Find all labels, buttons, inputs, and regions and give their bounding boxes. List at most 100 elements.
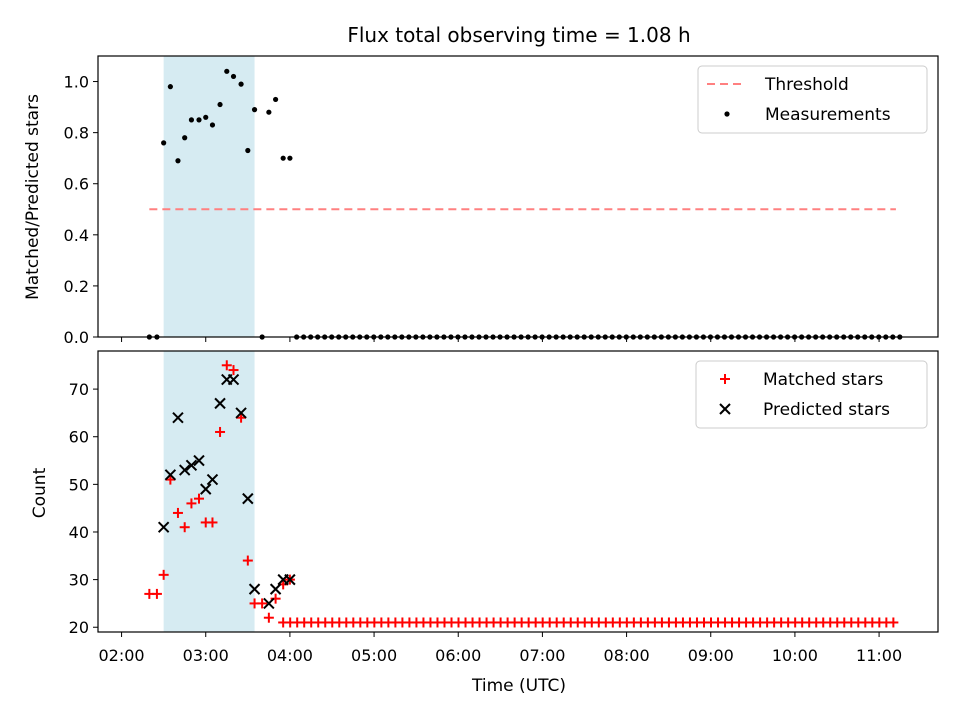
predicted-star-marker — [248, 583, 261, 595]
x-marker-b — [214, 397, 226, 410]
top-y-axis-label: Matched/Predicted stars — [23, 94, 43, 300]
matched-star-marker — [215, 426, 226, 437]
matched-star-marker — [207, 517, 218, 528]
measurement-point — [196, 117, 202, 123]
x-marker-b — [719, 403, 731, 415]
bottom-legend: Matched stars Predicted stars — [695, 360, 928, 429]
legend-measurements-swatch — [724, 111, 730, 117]
x-tick-label: 10:00 — [772, 646, 818, 665]
y-tick-label: 1.0 — [64, 73, 89, 92]
predicted-star-marker — [200, 483, 212, 495]
matched-star-marker — [158, 569, 169, 580]
measurement-point — [266, 109, 272, 115]
measurement-point — [203, 114, 209, 120]
predicted-star-marker — [164, 469, 177, 481]
measurement-point — [224, 68, 230, 74]
matched-star-marker — [221, 360, 232, 371]
x-marker-b — [248, 583, 261, 595]
predicted-star-marker — [172, 411, 184, 424]
predicted-star-marker — [263, 597, 275, 610]
x-marker-b — [172, 411, 184, 424]
predicted-star-marker — [206, 473, 219, 486]
x-tick-label: 06:00 — [435, 646, 481, 665]
legend-matched-swatch — [720, 374, 730, 384]
matched-star-marker — [194, 493, 205, 504]
legend-measurements-label: Measurements — [765, 105, 891, 125]
matched-star-marker — [257, 598, 268, 609]
y-tick-label: 0.0 — [64, 328, 89, 347]
x-marker-b — [193, 454, 205, 467]
chart-title: Flux total observing time = 1.08 h — [347, 23, 690, 47]
matched-star-marker — [165, 474, 176, 485]
matched-star-marker — [186, 498, 197, 509]
y-tick-label: 60 — [69, 428, 89, 447]
y-tick-label: 30 — [69, 571, 89, 590]
matched-star-marker — [242, 555, 253, 566]
top-plot-frame — [97, 55, 939, 338]
x-marker-b — [269, 583, 282, 595]
y-tick-label: 50 — [69, 475, 89, 494]
x-axis-label: Time (UTC) — [471, 676, 566, 696]
bottom-panel: 20 30 40 50 60 70 02:00 03:00 04:00 05:00 06:00 07:… — [69, 350, 939, 665]
y-tick-label: 0.4 — [64, 226, 89, 245]
measurement-point — [175, 158, 181, 164]
measurement-point — [245, 147, 251, 154]
x-marker-b — [227, 373, 240, 386]
predicted-star-marker — [214, 397, 226, 410]
measurement-point — [182, 135, 188, 141]
y-tick-label: 0.2 — [64, 277, 89, 296]
y-tick-label: 40 — [69, 523, 89, 542]
x-marker-b — [157, 521, 170, 533]
predicted-star-marker — [193, 454, 205, 467]
x-tick-label: 09:00 — [688, 646, 734, 665]
measurement-point — [272, 96, 279, 103]
x-marker-b — [185, 459, 198, 472]
legend-predicted-label: Predicted stars — [763, 400, 890, 420]
bottom-y-axis-label: Count — [30, 467, 50, 518]
top-legend: Threshold Measurements — [697, 65, 928, 134]
observing-interval-shade — [163, 56, 255, 337]
x-marker-b — [284, 573, 296, 586]
predicted-star-marker — [284, 573, 296, 586]
x-tick-label: 03:00 — [183, 646, 229, 665]
y-tick-label: 20 — [69, 618, 89, 637]
x-marker-b — [200, 483, 212, 495]
legend-predicted-swatch — [719, 403, 731, 415]
legend-matched-label: Matched stars — [763, 370, 883, 390]
x-marker-b — [206, 473, 219, 486]
predicted-star-marker — [235, 407, 247, 419]
predicted-star-marker — [185, 459, 198, 472]
matched-star-marker — [263, 612, 274, 623]
y-tick-label: 70 — [69, 380, 89, 399]
measurement-point — [238, 81, 244, 87]
x-marker-b — [178, 464, 191, 476]
bottom-plot-frame — [97, 350, 939, 633]
x-marker-b — [242, 492, 254, 505]
matched-star-marker — [228, 365, 239, 376]
x-tick-label: 04:00 — [267, 646, 313, 665]
legend-threshold-label: Threshold — [764, 75, 849, 95]
x-marker-b — [164, 469, 177, 481]
measurement-point — [230, 73, 237, 80]
matched-star-marker — [179, 522, 190, 533]
measurement-point — [280, 155, 286, 161]
measurement-point — [167, 84, 173, 90]
matched-star-marker — [151, 588, 162, 599]
matched-star-marker — [172, 507, 183, 518]
x-tick-label: 02:00 — [99, 646, 145, 665]
measurement-point — [188, 117, 195, 123]
y-tick-label: 0.8 — [64, 124, 89, 143]
predicted-star-marker — [227, 373, 240, 386]
legend-box — [695, 360, 928, 429]
top-panel: 0.0 0.2 0.4 0.6 0.8 1.0 Threshold Measurements — [64, 55, 939, 347]
measurement-point — [161, 140, 167, 146]
x-marker-b — [235, 407, 247, 419]
measurement-point — [217, 101, 223, 108]
y-tick-label: 0.6 — [64, 175, 89, 194]
x-marker-b — [263, 597, 275, 610]
predicted-star-marker — [178, 464, 191, 476]
measurement-point — [209, 122, 216, 128]
x-tick-label: 08:00 — [604, 646, 650, 665]
predicted-star-marker — [269, 583, 282, 595]
